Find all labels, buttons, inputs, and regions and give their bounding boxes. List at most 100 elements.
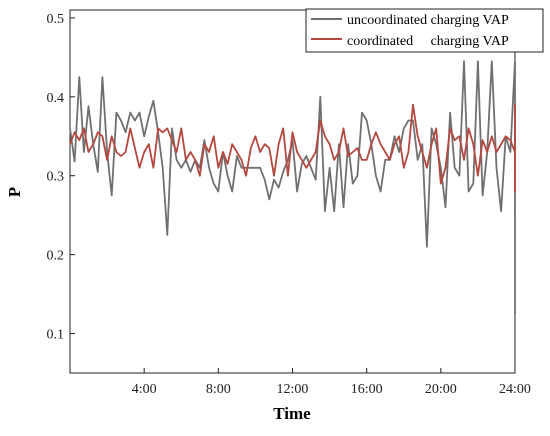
data-point bbox=[166, 234, 168, 236]
data-point bbox=[97, 131, 99, 133]
data-point bbox=[69, 127, 71, 129]
data-point bbox=[166, 127, 168, 129]
data-point bbox=[185, 159, 187, 161]
y-tick-label: 0.4 bbox=[47, 91, 65, 106]
data-point bbox=[361, 112, 363, 114]
data-point bbox=[273, 179, 275, 181]
data-point bbox=[138, 167, 141, 169]
data-point bbox=[440, 183, 442, 185]
data-point bbox=[514, 190, 516, 193]
data-point bbox=[366, 159, 368, 161]
data-point bbox=[407, 151, 409, 153]
data-point bbox=[375, 175, 377, 177]
series-layer bbox=[69, 60, 516, 315]
data-point bbox=[329, 143, 331, 145]
data-point bbox=[412, 119, 414, 122]
data-point bbox=[361, 159, 363, 161]
data-point bbox=[495, 151, 498, 153]
data-point bbox=[426, 246, 428, 248]
data-point bbox=[403, 127, 405, 129]
data-point bbox=[468, 127, 470, 129]
data-point bbox=[115, 112, 117, 114]
data-point bbox=[134, 147, 136, 149]
data-point bbox=[435, 127, 437, 129]
data-point bbox=[250, 167, 252, 169]
data-point bbox=[97, 171, 99, 173]
data-point bbox=[514, 155, 516, 157]
data-point bbox=[352, 151, 354, 153]
data-point bbox=[454, 139, 456, 141]
data-point bbox=[505, 135, 507, 137]
data-point bbox=[380, 143, 382, 145]
data-point bbox=[403, 167, 405, 169]
data-point bbox=[398, 151, 400, 153]
data-point bbox=[458, 135, 460, 137]
data-point bbox=[74, 131, 76, 133]
data-point bbox=[217, 190, 219, 193]
data-point bbox=[231, 143, 233, 145]
data-point bbox=[315, 151, 317, 153]
legend: uncoordinated charging VAP coordinated c… bbox=[305, 8, 544, 53]
data-point bbox=[217, 167, 219, 169]
data-point bbox=[482, 194, 484, 196]
data-point bbox=[282, 171, 284, 173]
data-point bbox=[491, 135, 493, 137]
legend-label-coordinated: coordinated charging VAP bbox=[347, 34, 509, 49]
data-point bbox=[477, 60, 479, 62]
data-point bbox=[291, 131, 294, 133]
data-point bbox=[143, 151, 145, 153]
data-point bbox=[208, 151, 210, 153]
data-point bbox=[356, 175, 358, 177]
y-tick-label: 0.5 bbox=[47, 12, 65, 27]
data-point bbox=[514, 159, 516, 161]
data-point bbox=[491, 60, 493, 62]
data-point bbox=[125, 151, 127, 153]
y-tick-label: 0.3 bbox=[47, 170, 65, 185]
data-point bbox=[199, 175, 201, 177]
data-point bbox=[338, 151, 340, 153]
y-tick-label: 0.1 bbox=[47, 328, 65, 343]
data-point bbox=[264, 143, 266, 145]
data-point bbox=[514, 60, 516, 62]
x-axis-ticks: 4:00 8:00 12:00 16:00 20:00 24:00 bbox=[132, 368, 531, 397]
data-point bbox=[194, 159, 196, 161]
data-point bbox=[138, 112, 141, 114]
data-point bbox=[472, 143, 474, 145]
data-point bbox=[78, 139, 80, 141]
data-point bbox=[482, 139, 484, 141]
data-point bbox=[310, 167, 312, 169]
data-point bbox=[120, 119, 122, 122]
data-point bbox=[83, 127, 85, 129]
data-point bbox=[514, 139, 516, 141]
data-point bbox=[514, 143, 516, 145]
data-point bbox=[310, 159, 312, 161]
data-point bbox=[333, 159, 335, 161]
data-point bbox=[278, 187, 280, 189]
data-point bbox=[148, 115, 150, 118]
data-point bbox=[268, 198, 270, 200]
data-point bbox=[431, 127, 433, 129]
data-point bbox=[296, 151, 298, 153]
data-point bbox=[514, 175, 516, 177]
data-point bbox=[449, 127, 451, 129]
data-point bbox=[231, 190, 233, 193]
data-point bbox=[180, 127, 182, 129]
data-point bbox=[227, 163, 229, 165]
x-axis-title: Time bbox=[273, 404, 311, 423]
data-point bbox=[440, 167, 442, 169]
data-point bbox=[509, 151, 511, 153]
x-tick-label: 24:00 bbox=[499, 382, 531, 397]
data-point bbox=[417, 135, 419, 137]
x-tick-label: 20:00 bbox=[425, 382, 457, 397]
data-point bbox=[477, 175, 479, 177]
data-point bbox=[129, 112, 131, 114]
data-point bbox=[514, 104, 516, 106]
x-tick-label: 12:00 bbox=[277, 382, 309, 397]
data-point bbox=[180, 167, 182, 169]
data-point bbox=[347, 143, 349, 145]
data-point bbox=[259, 151, 261, 153]
data-point bbox=[514, 167, 516, 169]
data-point bbox=[384, 151, 386, 153]
